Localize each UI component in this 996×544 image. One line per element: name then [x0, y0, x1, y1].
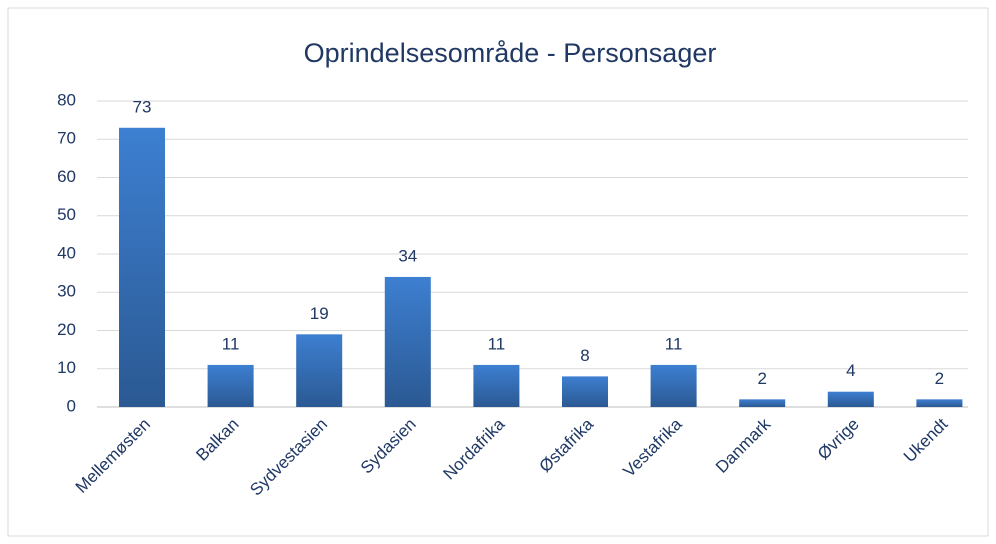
y-tick-label: 40 — [57, 243, 76, 262]
y-tick-label: 60 — [57, 167, 76, 186]
bar-shade — [916, 399, 963, 407]
data-label: 11 — [488, 334, 506, 353]
y-tick-label: 30 — [57, 282, 76, 301]
bar-shade — [119, 127, 165, 408]
bar-shade — [473, 364, 520, 407]
data-label: 34 — [398, 246, 417, 265]
chart-border — [7, 7, 989, 537]
data-label: 19 — [310, 304, 329, 323]
chart-title: Oprindelsesområde - Personsager — [304, 38, 717, 68]
data-label: 4 — [846, 361, 855, 380]
y-tick-label: 80 — [57, 90, 76, 109]
bar-shade — [296, 334, 343, 407]
y-tick-label: 10 — [57, 358, 76, 377]
bar-shade — [739, 399, 786, 407]
y-tick-label: 50 — [57, 205, 76, 224]
y-tick-label: 0 — [67, 396, 76, 415]
data-label: 8 — [580, 346, 589, 365]
data-label: 73 — [133, 97, 152, 116]
data-label: 2 — [935, 369, 944, 388]
bar-shade — [650, 364, 697, 407]
data-label: 2 — [757, 369, 766, 388]
y-tick-label: 20 — [57, 320, 76, 339]
y-tick-label: 70 — [57, 129, 76, 148]
bar-shade — [562, 376, 608, 407]
bar-shade — [207, 364, 254, 407]
bar-shade — [384, 276, 431, 407]
bar-shade — [827, 391, 874, 407]
data-label: 11 — [222, 334, 240, 353]
data-label: 11 — [665, 334, 683, 353]
